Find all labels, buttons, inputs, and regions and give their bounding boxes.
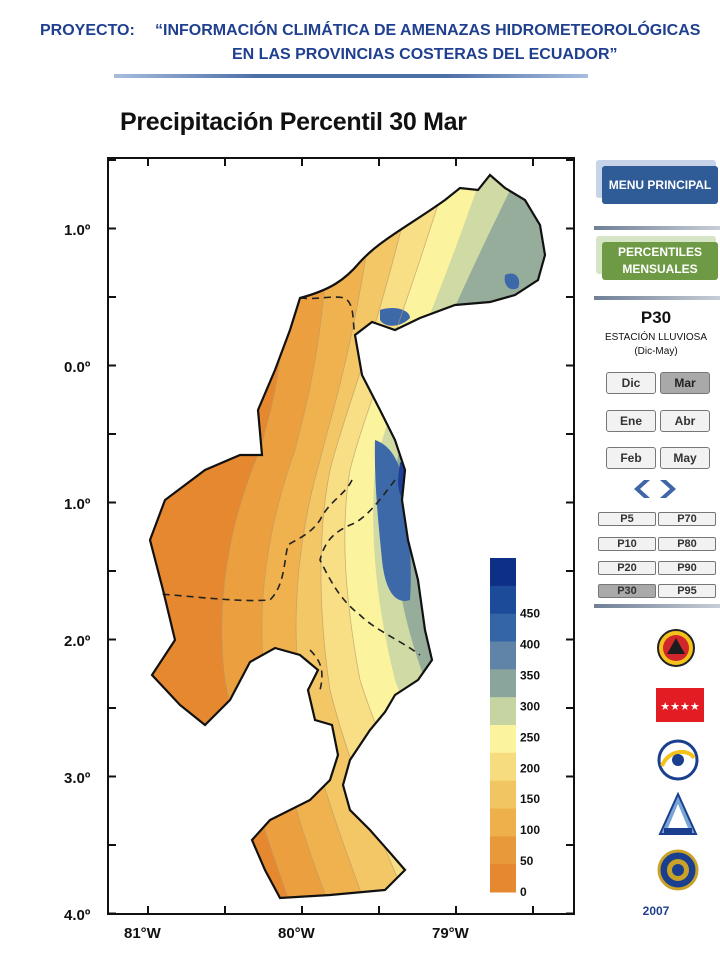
longitude-labels: 81°W 80°W 79°W [124, 925, 470, 940]
lon-label-79W: 79°W [432, 925, 470, 940]
nav-arrows [634, 480, 676, 498]
map-title: Precipitación Percentil 30 Mar [120, 108, 467, 136]
legend-label: 50 [520, 854, 534, 868]
percentile-button-p80[interactable]: P80 [658, 537, 716, 551]
legend-label: 400 [520, 638, 540, 652]
legend-swatch [490, 585, 516, 615]
percentile-button-p10[interactable]: P10 [598, 537, 656, 551]
project-title-line2: EN LAS PROVINCIAS COSTERAS DEL ECUADOR” [232, 46, 618, 63]
legend-label: 250 [520, 730, 540, 744]
axis-ticks [108, 158, 574, 915]
lat-label-2S: 2.0º [64, 633, 91, 650]
coastal-region-outline [148, 173, 547, 900]
legend-swatch [490, 864, 516, 893]
menu-principal-button[interactable]: MENU PRINCIPAL [602, 166, 718, 204]
legend-label: 450 [520, 607, 540, 621]
percentile-title: P30 [640, 308, 672, 327]
inamhi-logo [658, 791, 698, 835]
season-label: ESTACIÓN LLUVIOSA [604, 332, 708, 343]
map-frame [107, 157, 575, 915]
legend-label: 300 [520, 699, 540, 713]
legend-swatch [490, 613, 516, 642]
month-button-abr[interactable]: Abr [660, 410, 710, 432]
month-button-dic[interactable]: Dic [606, 372, 656, 394]
next-arrow-icon[interactable] [660, 480, 676, 498]
legend-swatch [490, 641, 516, 670]
percentiles-mensuales-button[interactable]: PERCENTILES MENSUALES [602, 242, 718, 280]
sidebar-divider [594, 296, 720, 300]
legend-label: 100 [520, 823, 540, 837]
percentile-button-p95[interactable]: P95 [658, 584, 716, 598]
latitude-labels: 1.0º 0.0º 1.0º 2.0º 3.0º 4.0º [64, 222, 91, 924]
legend-swatch [490, 780, 516, 809]
legend-swatch [490, 808, 516, 837]
precipitation-legend: 450 400 350 300 250 200 150 100 50 0 [490, 558, 540, 899]
legend-label: 0 [520, 885, 527, 899]
province-boundaries [159, 296, 421, 691]
lon-label-80W: 80°W [278, 925, 316, 940]
project-header: PROYECTO: “INFORMACIÓN CLIMÁTICA DE AMEN… [0, 0, 720, 90]
season-range: (Dic-May) [634, 346, 678, 357]
sidebar-divider [594, 226, 720, 230]
month-button-may[interactable]: May [660, 447, 710, 469]
lat-label-4S: 4.0º [64, 907, 91, 924]
percentile-button-p30[interactable]: P30 [598, 584, 656, 598]
month-button-feb[interactable]: Feb [606, 447, 656, 469]
project-title-line1: “INFORMACIÓN CLIMÁTICA DE AMENAZAS HIDRO… [155, 22, 701, 39]
year-label: 2007 [642, 904, 670, 918]
flag-logo: ★★★★ [656, 688, 704, 722]
lon-label-81W: 81°W [124, 925, 162, 940]
legend-label: 200 [520, 761, 540, 775]
legend-swatch [490, 836, 516, 865]
month-button-ene[interactable]: Ene [606, 410, 656, 432]
sidebar: MENU PRINCIPAL PERCENTILES MENSUALES P30… [592, 158, 720, 938]
legend-swatch [490, 669, 516, 698]
legend-swatch [490, 725, 516, 754]
percentile-button-p90[interactable]: P90 [658, 561, 716, 575]
lat-label-3S: 3.0º [64, 770, 91, 787]
institute-logo [657, 739, 699, 781]
lat-label-1N: 1.0º [64, 222, 91, 239]
civil-defense-logo [657, 629, 695, 667]
percentile-button-p5[interactable]: P5 [598, 512, 656, 526]
header-divider [114, 74, 588, 78]
month-button-mar[interactable]: Mar [660, 372, 710, 394]
prev-arrow-icon[interactable] [634, 480, 650, 498]
project-label: PROYECTO: [40, 22, 135, 39]
svg-text:★★★★: ★★★★ [660, 700, 700, 713]
lat-label-0: 0.0º [64, 359, 91, 376]
legend-swatch [490, 697, 516, 726]
precipitation-map: 1.0º 0.0º 1.0º 2.0º 3.0º 4.0º 81°W 80°W … [64, 157, 575, 940]
percentile-button-p70[interactable]: P70 [658, 512, 716, 526]
legend-label: 150 [520, 792, 540, 806]
legend-label: 350 [520, 669, 540, 683]
lat-label-1S: 1.0º [64, 496, 91, 513]
percentile-button-p20[interactable]: P20 [598, 561, 656, 575]
legend-swatch [490, 558, 516, 587]
sidebar-divider [594, 604, 720, 608]
navy-logo [657, 849, 699, 891]
legend-swatch [490, 752, 516, 782]
